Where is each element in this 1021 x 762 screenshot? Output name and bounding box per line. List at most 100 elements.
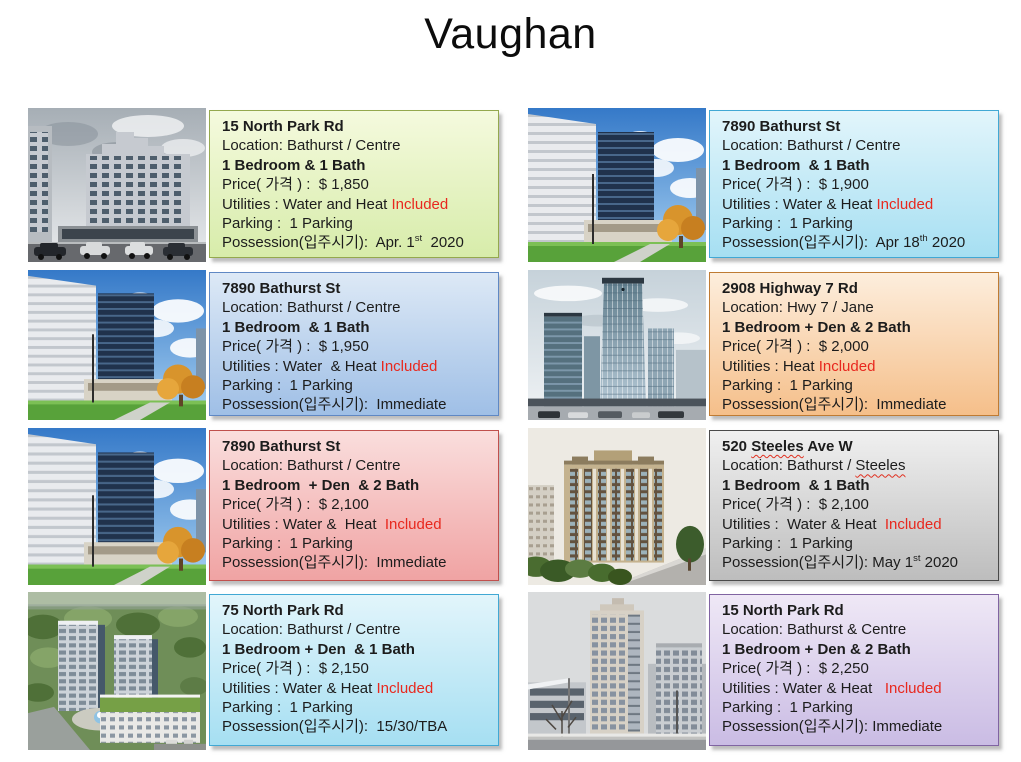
utilities-text: Utilities : Water and Heat — [222, 195, 392, 213]
property-photo — [528, 592, 706, 750]
overcast-highrise-with-cars-illustration — [28, 108, 206, 262]
location-spellcheck-word: Steeles — [855, 457, 906, 475]
listing-location: Location: Bathurst / Centre — [222, 299, 401, 317]
listing-utilities: Utilities : Water & Heat Included — [722, 515, 990, 534]
included-highlight: Included — [884, 515, 942, 533]
property-photo — [528, 108, 706, 262]
listing-address: 15 North Park Rd — [722, 602, 844, 619]
listing-utilities: Utilities : Water & Heat Included — [722, 679, 990, 698]
listing-parking: Parking : 1 Parking — [222, 215, 353, 233]
winter-highrise-illustration — [528, 592, 706, 750]
listing-location: Location: Bathurst & Centre — [722, 621, 907, 639]
listing-info-box: 75 North Park Rd Location: Bathurst / Ce… — [209, 594, 499, 746]
listing-price: Price( 가격 ) : $ 2,100 — [722, 496, 869, 514]
listing-location: Location: Bathurst / Centre — [222, 137, 401, 155]
listing-info-box: 7890 Bathurst St Location: Bathurst / Ce… — [709, 110, 999, 258]
included-highlight: Included — [376, 679, 434, 697]
listing-price: Price( 가격 ) : $ 1,950 — [222, 338, 369, 356]
listing-bedbath: 1 Bedroom + Den & 2 Bath — [222, 476, 420, 494]
listing-info-box: 15 North Park Rd Location: Bathurst / Ce… — [209, 110, 499, 258]
listing-location: Location: Bathurst / Centre — [222, 621, 401, 639]
listing-info-box: 520 Steeles Ave W Location: Bathurst / S… — [709, 430, 999, 581]
property-photo — [28, 108, 206, 262]
listing-location: Location: Bathurst / Steeles — [722, 456, 990, 475]
possession-text: Possession(입주시기): 15/30/TBA — [222, 718, 448, 736]
listing-price: Price( 가격 ) : $ 2,000 — [722, 338, 869, 356]
listing-parking: Parking : 1 Parking — [222, 699, 353, 717]
included-highlight: Included — [380, 357, 438, 375]
listing-possession: Possession(입주시기): May 1st 2020 — [722, 553, 990, 572]
possession-text: Possession(입주시기): Immediate — [722, 718, 943, 736]
listing-card: 520 Steeles Ave W Location: Bathurst / S… — [528, 428, 999, 585]
listing-bedbath: 1 Bedroom & 1 Bath — [722, 476, 870, 494]
listing-price: Price( 가격 ) : $ 2,100 — [222, 496, 369, 514]
beige-midrise-illustration — [528, 428, 706, 585]
utilities-text: Utilities : Water & Heat — [222, 357, 381, 375]
listing-utilities: Utilities : Water & Heat Included — [722, 195, 990, 214]
listing-card: 7890 Bathurst St Location: Bathurst / Ce… — [28, 428, 499, 585]
listing-card: 7890 Bathurst St Location: Bathurst / Ce… — [528, 108, 999, 262]
property-photo — [528, 270, 706, 420]
possession-text: Possession(입주시기): May 1 — [722, 554, 914, 572]
possession-year: 2020 — [422, 234, 464, 252]
included-highlight: Included — [391, 195, 449, 213]
listing-address: 2908 Highway 7 Rd — [722, 280, 858, 297]
listing-utilities: Utilities : Water & Heat Included — [222, 679, 490, 698]
possession-text: Possession(입주시기): Apr 18 — [722, 234, 920, 252]
included-highlight: Included — [876, 195, 934, 213]
listing-address: 75 North Park Rd — [222, 602, 344, 619]
listing-price: Price( 가격 ) : $ 1,850 — [222, 176, 369, 194]
listing-possession: Possession(입주시기): Apr 18th 2020 — [722, 233, 990, 252]
listing-location: Location: Hwy 7 / Jane — [722, 299, 874, 317]
listing-bedbath: 1 Bedroom & 1 Bath — [222, 318, 370, 336]
listing-parking: Parking : 1 Parking — [722, 215, 853, 233]
listing-utilities: Utilities : Water & Heat Included — [222, 357, 490, 376]
listing-bedbath: 1 Bedroom & 1 Bath — [222, 156, 366, 174]
possession-text: Possession(입주시기): Apr. 1 — [222, 234, 415, 252]
utilities-text: Utilities : Water & Heat — [722, 679, 885, 697]
ordinal-suffix: st — [414, 233, 423, 245]
listing-card: 75 North Park Rd Location: Bathurst / Ce… — [28, 592, 499, 750]
address-text: Ave W — [803, 438, 853, 455]
listing-address: 7890 Bathurst St — [222, 438, 341, 455]
listing-parking: Parking : 1 Parking — [722, 535, 853, 553]
listing-possession: Possession(입주시기): Immediate — [722, 717, 990, 736]
property-photo — [28, 428, 206, 585]
listing-possession: Possession(입주시기): 15/30/TBA — [222, 717, 490, 736]
listing-info-box: 7890 Bathurst St Location: Bathurst / Ce… — [209, 430, 499, 581]
utilities-text: Utilities : Water & Heat — [222, 515, 385, 533]
listing-location: Location: Bathurst / Centre — [722, 137, 901, 155]
ordinal-suffix: th — [919, 233, 928, 245]
listing-card: 15 North Park Rd Location: Bathurst / Ce… — [28, 108, 499, 262]
listing-bedbath: 1 Bedroom + Den & 2 Bath — [722, 640, 911, 658]
listing-address: 7890 Bathurst St — [222, 280, 341, 297]
listing-utilities: Utilities : Heat Included — [722, 357, 990, 376]
possession-text: Possession(입주시기): Immediate — [722, 396, 947, 414]
listing-card: 2908 Highway 7 Rd Location: Hwy 7 / Jane… — [528, 270, 999, 420]
property-photo — [28, 592, 206, 750]
property-photo — [28, 270, 206, 420]
listing-bedbath: 1 Bedroom + Den & 2 Bath — [722, 318, 911, 336]
aerial-green-towers-illustration — [28, 592, 206, 750]
blue-sky-dark-tower-illustration — [528, 108, 706, 262]
utilities-text: Utilities : Heat — [722, 357, 819, 375]
listing-possession: Possession(입주시기): Immediate — [722, 395, 990, 414]
listing-utilities: Utilities : Water and Heat Included — [222, 195, 490, 214]
listing-parking: Parking : 1 Parking — [222, 535, 353, 553]
listing-bedbath: 1 Bedroom + Den & 1 Bath — [222, 640, 415, 658]
property-photo — [528, 428, 706, 585]
utilities-text: Utilities : Water & Heat — [722, 515, 885, 533]
listing-price: Price( 가격 ) : $ 1,900 — [722, 176, 869, 194]
blue-sky-dark-tower-illustration — [28, 270, 206, 420]
listing-parking: Parking : 1 Parking — [222, 377, 353, 395]
page-title: Vaughan — [424, 10, 597, 58]
address-spellcheck-word: Steeles — [751, 438, 804, 455]
listing-price: Price( 가격 ) : $ 2,250 — [722, 660, 869, 678]
possession-year: 2020 — [927, 234, 966, 252]
location-text: Location: Bathurst / — [722, 457, 856, 475]
listing-utilities: Utilities : Water & Heat Included — [222, 515, 490, 534]
listing-parking: Parking : 1 Parking — [722, 377, 853, 395]
listing-info-box: 7890 Bathurst St Location: Bathurst / Ce… — [209, 272, 499, 416]
possession-year: 2020 — [920, 554, 959, 572]
